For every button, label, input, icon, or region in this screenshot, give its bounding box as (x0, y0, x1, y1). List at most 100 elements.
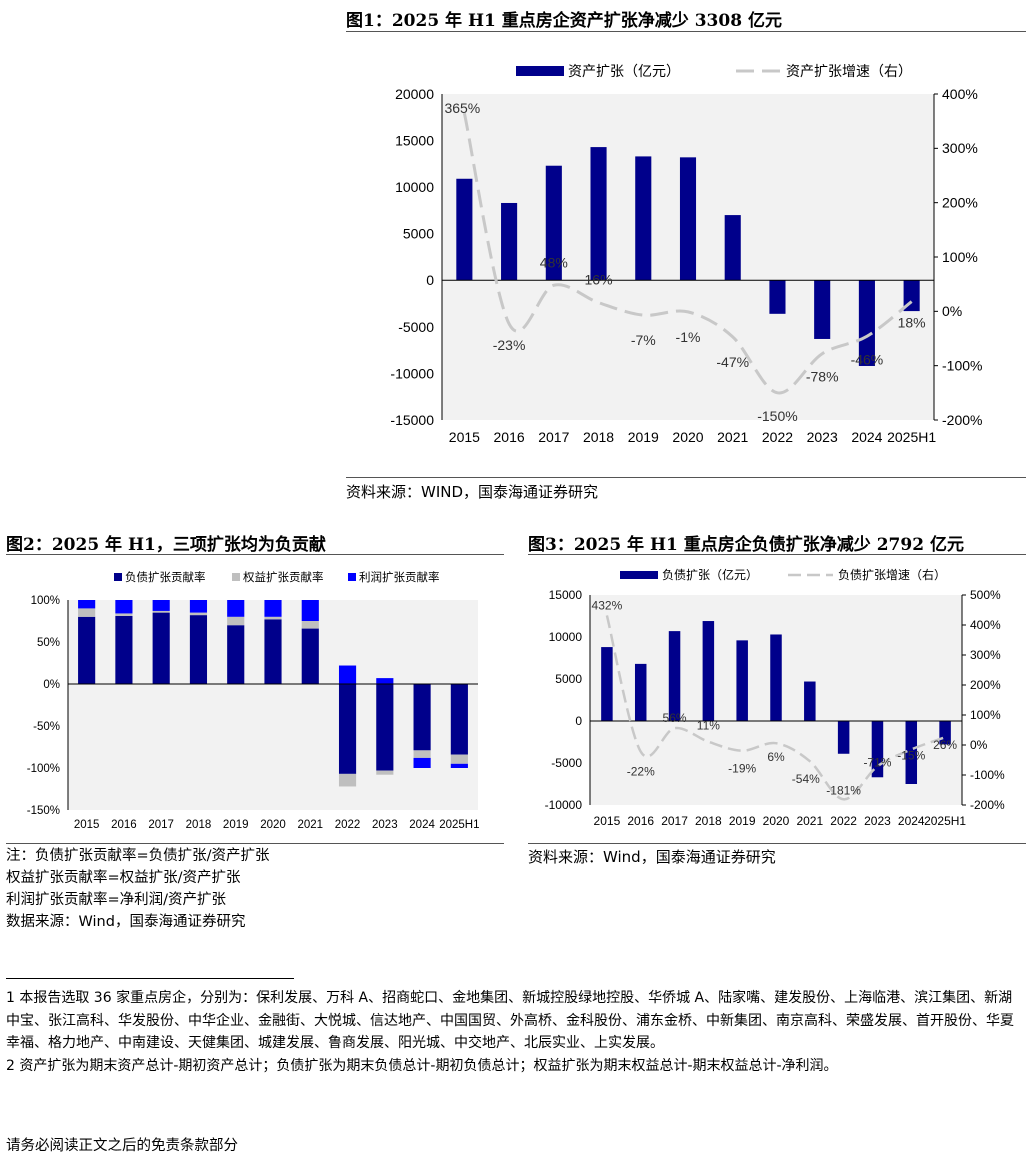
fig3-data-label: -71% (863, 755, 891, 769)
fig2-bar-debt (413, 684, 431, 751)
fig1-bar (769, 280, 786, 314)
fig3-category-label: 2017 (661, 814, 688, 828)
fig1-data-label: 365% (444, 100, 480, 116)
fig1-category-label: 2023 (807, 429, 838, 445)
fig2-category-label: 2025H1 (439, 819, 479, 831)
fig3-y2tick-label: 500% (970, 588, 1001, 602)
fig2-bar-equity (338, 773, 357, 787)
fig2-bar-equity (413, 750, 431, 758)
fig1-y2tick-label: 100% (942, 249, 978, 265)
fig1-category-label: 2024 (851, 429, 882, 445)
fig3-category-label: 2019 (729, 814, 756, 828)
fig1-ytick-label: -15000 (390, 412, 434, 428)
footnotes: 1 本报告选取 36 家重点房企，分别为：保利发展、万科 A、招商蛇口、金地集团… (6, 987, 1026, 1077)
fig2-bar-equity (115, 613, 133, 616)
fig3-legend-label-line: 负债扩张增速（右） (838, 567, 946, 582)
fig2-category-label: 2022 (335, 819, 361, 831)
fig2-category-label: 2023 (372, 819, 398, 831)
fig3-ytick-label: -10000 (545, 798, 583, 812)
fig2-bar-debt (338, 684, 357, 774)
fig2-bar-profit (450, 763, 468, 768)
fig1-y2tick-label: 0% (942, 303, 962, 319)
fig2-note-1: 注：负债扩张贡献率=负债扩张/资产扩张 (6, 848, 270, 864)
fig2-note-4: 数据来源：Wind，国泰海通证券研究 (6, 914, 246, 930)
fig1-data-label: -47% (716, 354, 749, 370)
fig3-data-label: 432% (592, 598, 623, 612)
fig2-bar-equity (189, 612, 208, 616)
fig2-category-label: 2015 (74, 819, 100, 831)
fig1-category-label: 2019 (628, 429, 659, 445)
fig2-note-3: 利润扩张贡献率=净利润/资产扩张 (6, 892, 227, 908)
fig3-source: 资料来源：Wind，国泰海通证券研究 (528, 848, 776, 866)
fig2-chart: 100% 50% 0% -50% -100% -150% 2015 2016 2017 2018 2… (27, 570, 480, 831)
fig3-category-label: 2025H1 (924, 814, 966, 828)
fig2-bar-debt (189, 615, 208, 684)
footnote-1: 1 本报告选取 36 家重点房企，分别为：保利发展、万科 A、招商蛇口、金地集团… (6, 990, 1014, 1051)
fig3-category-label: 2021 (796, 814, 823, 828)
fig3-bar (939, 721, 951, 745)
fig1-y2tick-label: 400% (942, 86, 978, 102)
fig1-category-label: 2015 (449, 429, 480, 445)
fig3-data-label: 6% (767, 750, 785, 764)
fig2-legend-swatch-profit (348, 573, 356, 581)
fig1-data-label: -23% (493, 337, 526, 353)
fig1-data-label: 18% (898, 315, 926, 331)
fig3-growth-line (605, 615, 946, 801)
fig1-chart: 20000 15000 10000 5000 0 -5000 -10000 -15000 400… (390, 63, 982, 445)
fig2-ytick-label: -150% (27, 805, 60, 817)
fig2-category-label: 2019 (223, 819, 249, 831)
fig1-data-label: -150% (757, 408, 797, 424)
fig3-data-label: -54% (792, 772, 820, 786)
fig2-bar-debt (115, 615, 133, 684)
fig1-ytick-label: 20000 (395, 86, 434, 102)
fig2-bar-profit (413, 757, 431, 768)
fig3-bar (837, 721, 850, 754)
fig2-bar-debt (450, 684, 468, 755)
fig3-bar (634, 663, 647, 721)
fig3-y2tick-label: -100% (970, 768, 1005, 782)
fig1-category-label: 2018 (583, 429, 614, 445)
fig1-bar (545, 165, 562, 281)
fig2-bar-equity (152, 610, 170, 613)
fig3-bar (668, 631, 681, 721)
fig3-data-label: 26% (933, 738, 957, 752)
fig3-bar (871, 721, 884, 778)
fig2-notes: 注：负债扩张贡献率=负债扩张/资产扩张 权益扩张贡献率=权益扩张/资产扩张 利润… (6, 845, 270, 933)
fig3-bar (905, 721, 918, 784)
fig2-legend-label-debt: 负债扩张贡献率 (125, 570, 206, 584)
fig1-legend-label-bar: 资产扩张（亿元） (568, 63, 680, 79)
fig2-legend-label-profit: 利润扩张贡献率 (359, 570, 440, 584)
fig3-bar (770, 634, 782, 721)
fig2-title: 图2：2025 年 H1，三项扩张均为负贡献 (6, 535, 326, 555)
fig2-bar-equity (450, 754, 468, 764)
fig2-ytick-label: -50% (33, 721, 60, 733)
fig2-category-label: 2018 (186, 819, 212, 831)
fig3-data-label: -181% (826, 783, 861, 797)
fig3-category-label: 2024 (898, 814, 925, 828)
fig1-data-label: -46% (851, 351, 884, 367)
fig2-bar-profit (189, 600, 208, 613)
fig1-bar (590, 147, 607, 281)
fig3-category-label: 2022 (830, 814, 857, 828)
fig2-category-label: 2021 (297, 819, 323, 831)
fig2-category-label: 2017 (148, 819, 174, 831)
fig3-bar (601, 647, 613, 721)
fig1-data-label: 16% (585, 272, 613, 288)
fig1-bar (679, 157, 697, 281)
fig3-title-rule (528, 554, 1026, 555)
fig1-ytick-label: 0 (426, 272, 434, 288)
fig3-data-label: 56% (663, 711, 687, 725)
fig1-category-label: 2016 (494, 429, 525, 445)
fig1-category-label: 2025H1 (887, 429, 936, 445)
fig3-ytick-label: 5000 (555, 672, 582, 686)
fig2-ytick-label: 50% (37, 637, 60, 649)
fig3-category-label: 2016 (627, 814, 654, 828)
fig3-y2tick-label: 400% (970, 618, 1001, 632)
fig1-y2tick-label: -100% (942, 358, 982, 374)
fig1-ytick-label: 15000 (395, 132, 434, 148)
fig2-bar-debt (376, 684, 394, 771)
fig2-bar-equity (301, 621, 319, 629)
fig3-y2tick-label: 200% (970, 678, 1001, 692)
fig3-category-label: 2020 (763, 814, 790, 828)
fig1-category-label: 2022 (762, 429, 793, 445)
